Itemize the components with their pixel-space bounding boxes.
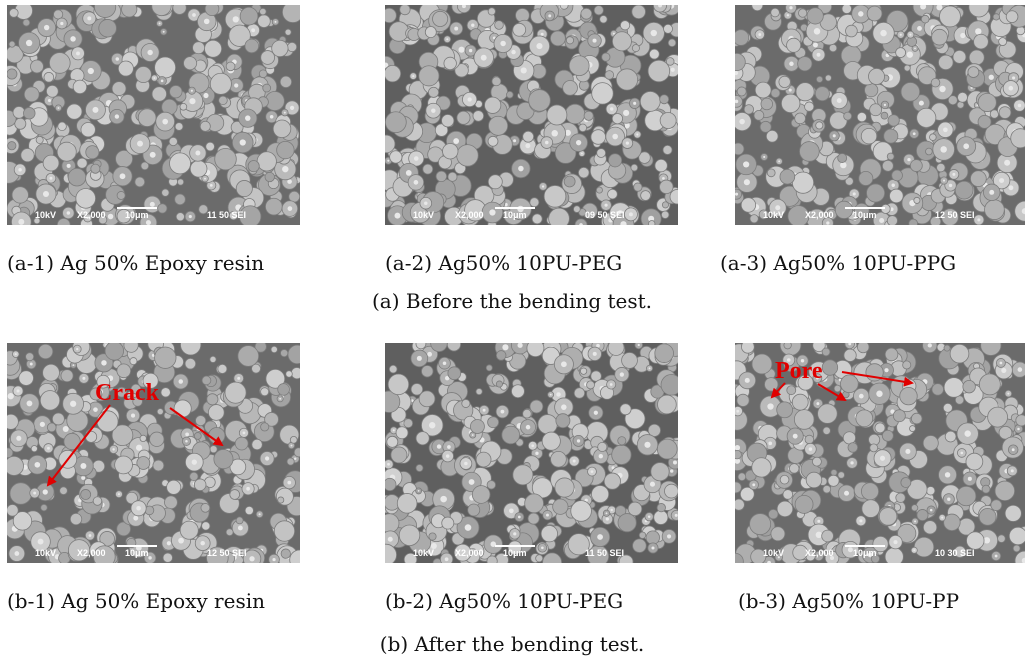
sem-scale: 10μm: [503, 548, 527, 558]
panel-caption: (b-2) Ag50% 10PU-PEG: [385, 589, 623, 613]
annotation-arrow: [841, 371, 914, 387]
sem-code: 11 50 SEI: [585, 548, 624, 558]
group-caption: (a) Before the bending test.: [372, 289, 652, 313]
annotation-label: Crack: [95, 380, 160, 406]
sem-magnification: X2,000: [805, 210, 834, 220]
sem-voltage: 10kV: [413, 210, 434, 220]
sem-magnification: X2,000: [77, 210, 106, 220]
panel-caption: (a-3) Ag50% 10PU-PPG: [720, 251, 956, 275]
panel-caption: (a-1) Ag 50% Epoxy resin: [7, 251, 264, 275]
annotation-arrow: [46, 404, 111, 487]
group-caption: (b) After the bending test.: [380, 632, 644, 656]
sem-voltage: 10kV: [763, 210, 784, 220]
micrograph: [735, 5, 1025, 225]
sem-voltage: 10kV: [413, 548, 434, 558]
sem-magnification: X2,000: [805, 548, 834, 558]
sem-scale: 10μm: [125, 548, 149, 558]
panel-caption: (a-2) Ag50% 10PU-PEG: [385, 251, 622, 275]
micrograph: [385, 5, 678, 225]
micrograph: [735, 343, 1025, 563]
sem-code: 12 50 SEI: [207, 548, 247, 558]
sem-scale: 10μm: [125, 210, 149, 220]
sem-code: 12 50 SEI: [935, 210, 975, 220]
sem-magnification: X2,000: [455, 210, 484, 220]
micrograph: [7, 5, 300, 225]
panel-caption: (b-3) Ag50% 10PU-PP: [738, 589, 959, 613]
sem-scale: 10μm: [853, 210, 877, 220]
sem-code: 11 50 SEI: [207, 210, 246, 220]
micrograph: [385, 343, 678, 563]
annotation-label: Pore: [775, 358, 823, 384]
micrograph: [7, 343, 300, 563]
sem-code: 09 50 SEI: [585, 210, 625, 220]
sem-voltage: 10kV: [763, 548, 784, 558]
sem-voltage: 10kV: [35, 210, 56, 220]
sem-scale: 10μm: [853, 548, 877, 558]
sem-magnification: X2,000: [455, 548, 484, 558]
sem-code: 10 30 SEI: [935, 548, 975, 558]
sem-scale: 10μm: [503, 210, 527, 220]
sem-magnification: X2,000: [77, 548, 106, 558]
annotation-arrow: [817, 383, 847, 402]
annotation-arrow: [169, 407, 224, 447]
panel-caption: (b-1) Ag 50% Epoxy resin: [7, 589, 265, 613]
annotation-arrow: [770, 382, 786, 399]
sem-voltage: 10kV: [35, 548, 56, 558]
